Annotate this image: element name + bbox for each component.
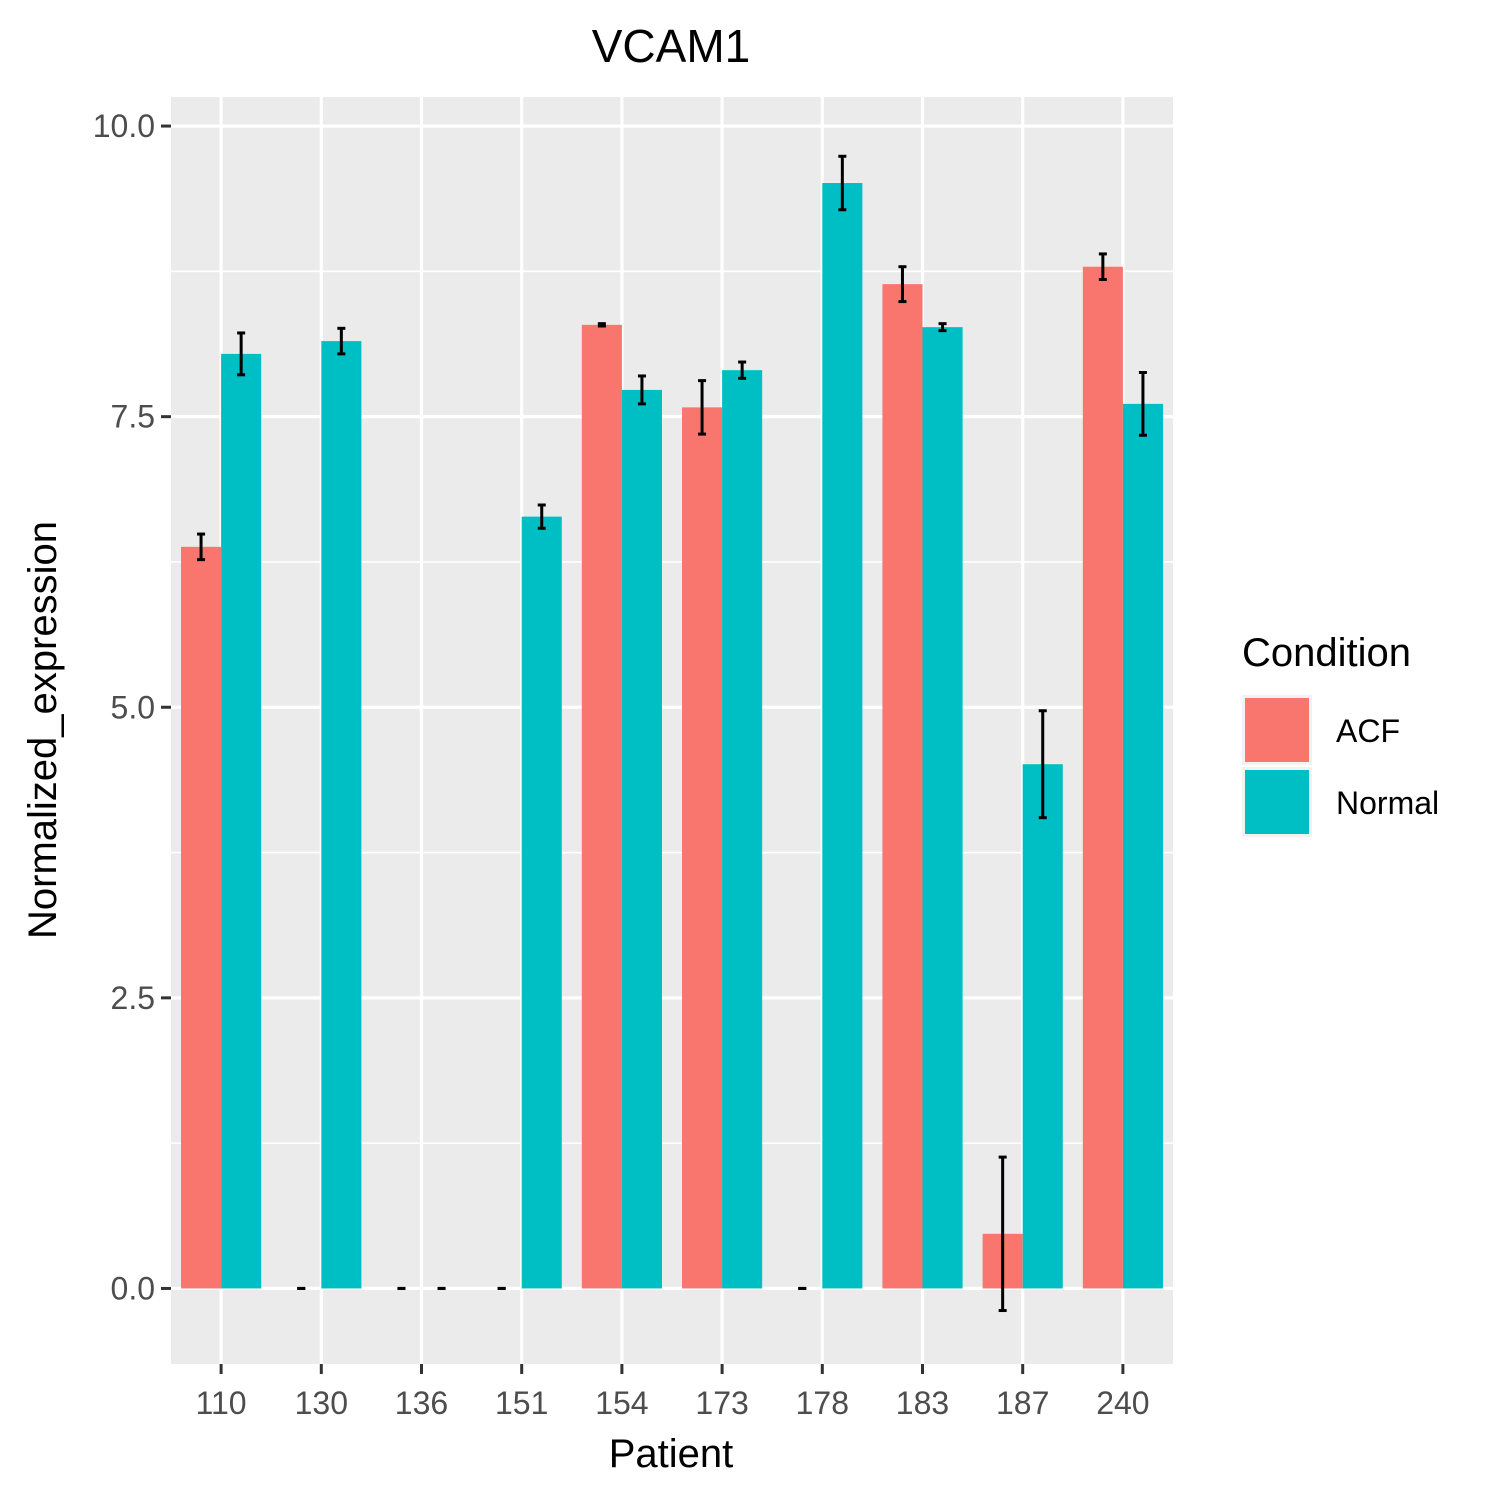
error-bar-normal	[838, 154, 847, 212]
error-bar-acf	[1098, 252, 1107, 281]
error-bar-acf	[597, 322, 606, 328]
x-tick-label: 136	[395, 1385, 448, 1421]
bar-normal	[521, 516, 562, 1289]
x-tick-label: 151	[495, 1385, 548, 1421]
bar-normal	[321, 341, 362, 1289]
x-tick-label: 187	[996, 1385, 1049, 1421]
bar-acf	[181, 546, 222, 1289]
error-bar-normal	[938, 322, 947, 333]
legend-label-normal: Normal	[1336, 785, 1439, 821]
x-tick-label: 183	[896, 1385, 949, 1421]
error-bar-normal	[337, 326, 346, 356]
bar-normal	[1022, 764, 1063, 1289]
bar-acf	[581, 324, 622, 1289]
chart-title: VCAM1	[592, 20, 750, 72]
x-tick-label: 154	[595, 1385, 648, 1421]
x-tick-label: 173	[695, 1385, 748, 1421]
legend-title: Condition	[1242, 631, 1411, 675]
y-tick-label: 10.0	[93, 108, 155, 144]
bar-normal	[822, 183, 863, 1289]
x-axis-title: Patient	[609, 1432, 734, 1476]
y-tick-label: 2.5	[111, 980, 155, 1016]
plot-panel: 0.0 2.5 5.0 7.5 10.0 110 130 136 151 154 173 178 183…	[93, 97, 1173, 1421]
bar-normal	[221, 353, 262, 1289]
y-tick-label: 7.5	[111, 399, 155, 435]
y-tick-label: 5.0	[111, 689, 155, 725]
legend-key-normal	[1245, 770, 1309, 834]
error-bar-acf	[998, 1155, 1007, 1313]
bar-normal	[922, 327, 963, 1289]
legend-key-acf	[1245, 698, 1309, 762]
x-tick-label: 110	[196, 1385, 247, 1421]
bar-acf	[1082, 266, 1123, 1289]
error-bar-normal	[1138, 370, 1147, 437]
error-bar-normal	[738, 360, 747, 380]
error-bar-normal	[537, 503, 546, 530]
bar-normal	[722, 370, 763, 1289]
y-tick-label: 0.0	[111, 1270, 155, 1306]
x-tick-label: 178	[796, 1385, 849, 1421]
x-tick-label: 240	[1096, 1385, 1149, 1421]
x-tick-label: 130	[295, 1385, 348, 1421]
error-bar-normal	[237, 331, 246, 377]
y-axis-title: Normalized_expression	[21, 521, 65, 939]
error-bar-acf	[197, 532, 206, 562]
bar-acf	[882, 284, 923, 1289]
error-bar-normal	[1038, 709, 1047, 820]
error-bar-acf	[698, 379, 707, 436]
bar-acf	[682, 407, 723, 1289]
legend: Condition ACF Normal	[1242, 631, 1439, 837]
legend-label-acf: ACF	[1336, 713, 1400, 749]
bar-normal	[1122, 403, 1163, 1289]
bar-normal	[621, 389, 662, 1289]
error-bar-acf	[898, 265, 907, 304]
error-bar-normal	[637, 374, 646, 406]
